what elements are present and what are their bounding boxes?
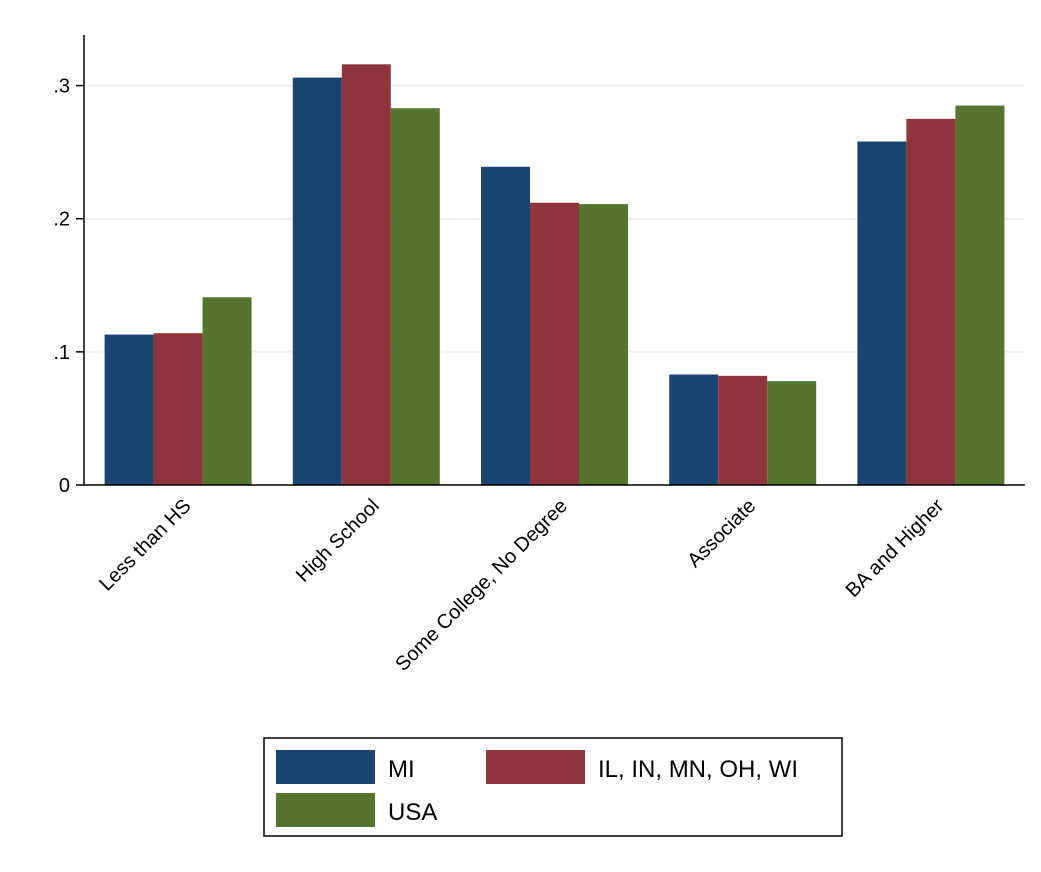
bar	[530, 202, 579, 486]
x-tick-label: Some College, No Degree	[391, 495, 572, 676]
y-tick-label: 0	[59, 475, 70, 497]
legend-label: IL, IN, MN, OH, WI	[598, 756, 798, 783]
legend-swatch	[486, 750, 585, 784]
x-tick-label: High School	[292, 495, 384, 587]
x-tick-labels: Less than HS High School Some College, No …	[95, 495, 948, 676]
x-tick-label: BA and Higher	[842, 495, 949, 602]
y-ticks: 0 .1 .2 .3	[53, 76, 84, 497]
y-tick-label: .3	[53, 76, 70, 98]
bar	[153, 333, 203, 485]
x-tick-label: Less than HS	[95, 495, 195, 595]
bar	[669, 374, 719, 485]
legend-swatch	[276, 750, 375, 784]
bar	[906, 118, 956, 486]
bar	[202, 297, 252, 485]
bar	[857, 141, 907, 485]
y-tick-label: .2	[53, 209, 70, 231]
legend-label: USA	[388, 799, 437, 826]
x-tick-label: Associate	[683, 495, 760, 572]
bar	[104, 334, 154, 485]
bar	[292, 77, 342, 486]
bar	[579, 204, 628, 486]
bar	[767, 381, 817, 485]
bars	[104, 64, 1005, 486]
legend-swatch	[276, 793, 375, 827]
legend-label: MI	[388, 756, 415, 783]
bar	[390, 108, 440, 485]
bar	[955, 105, 1005, 485]
bar	[341, 64, 391, 485]
legend: MI IL, IN, MN, OH, WI USA	[263, 737, 843, 837]
bar	[718, 375, 768, 485]
bar	[481, 166, 530, 485]
y-tick-label: .1	[53, 342, 70, 364]
legend-items: MI IL, IN, MN, OH, WI USA	[276, 750, 798, 827]
